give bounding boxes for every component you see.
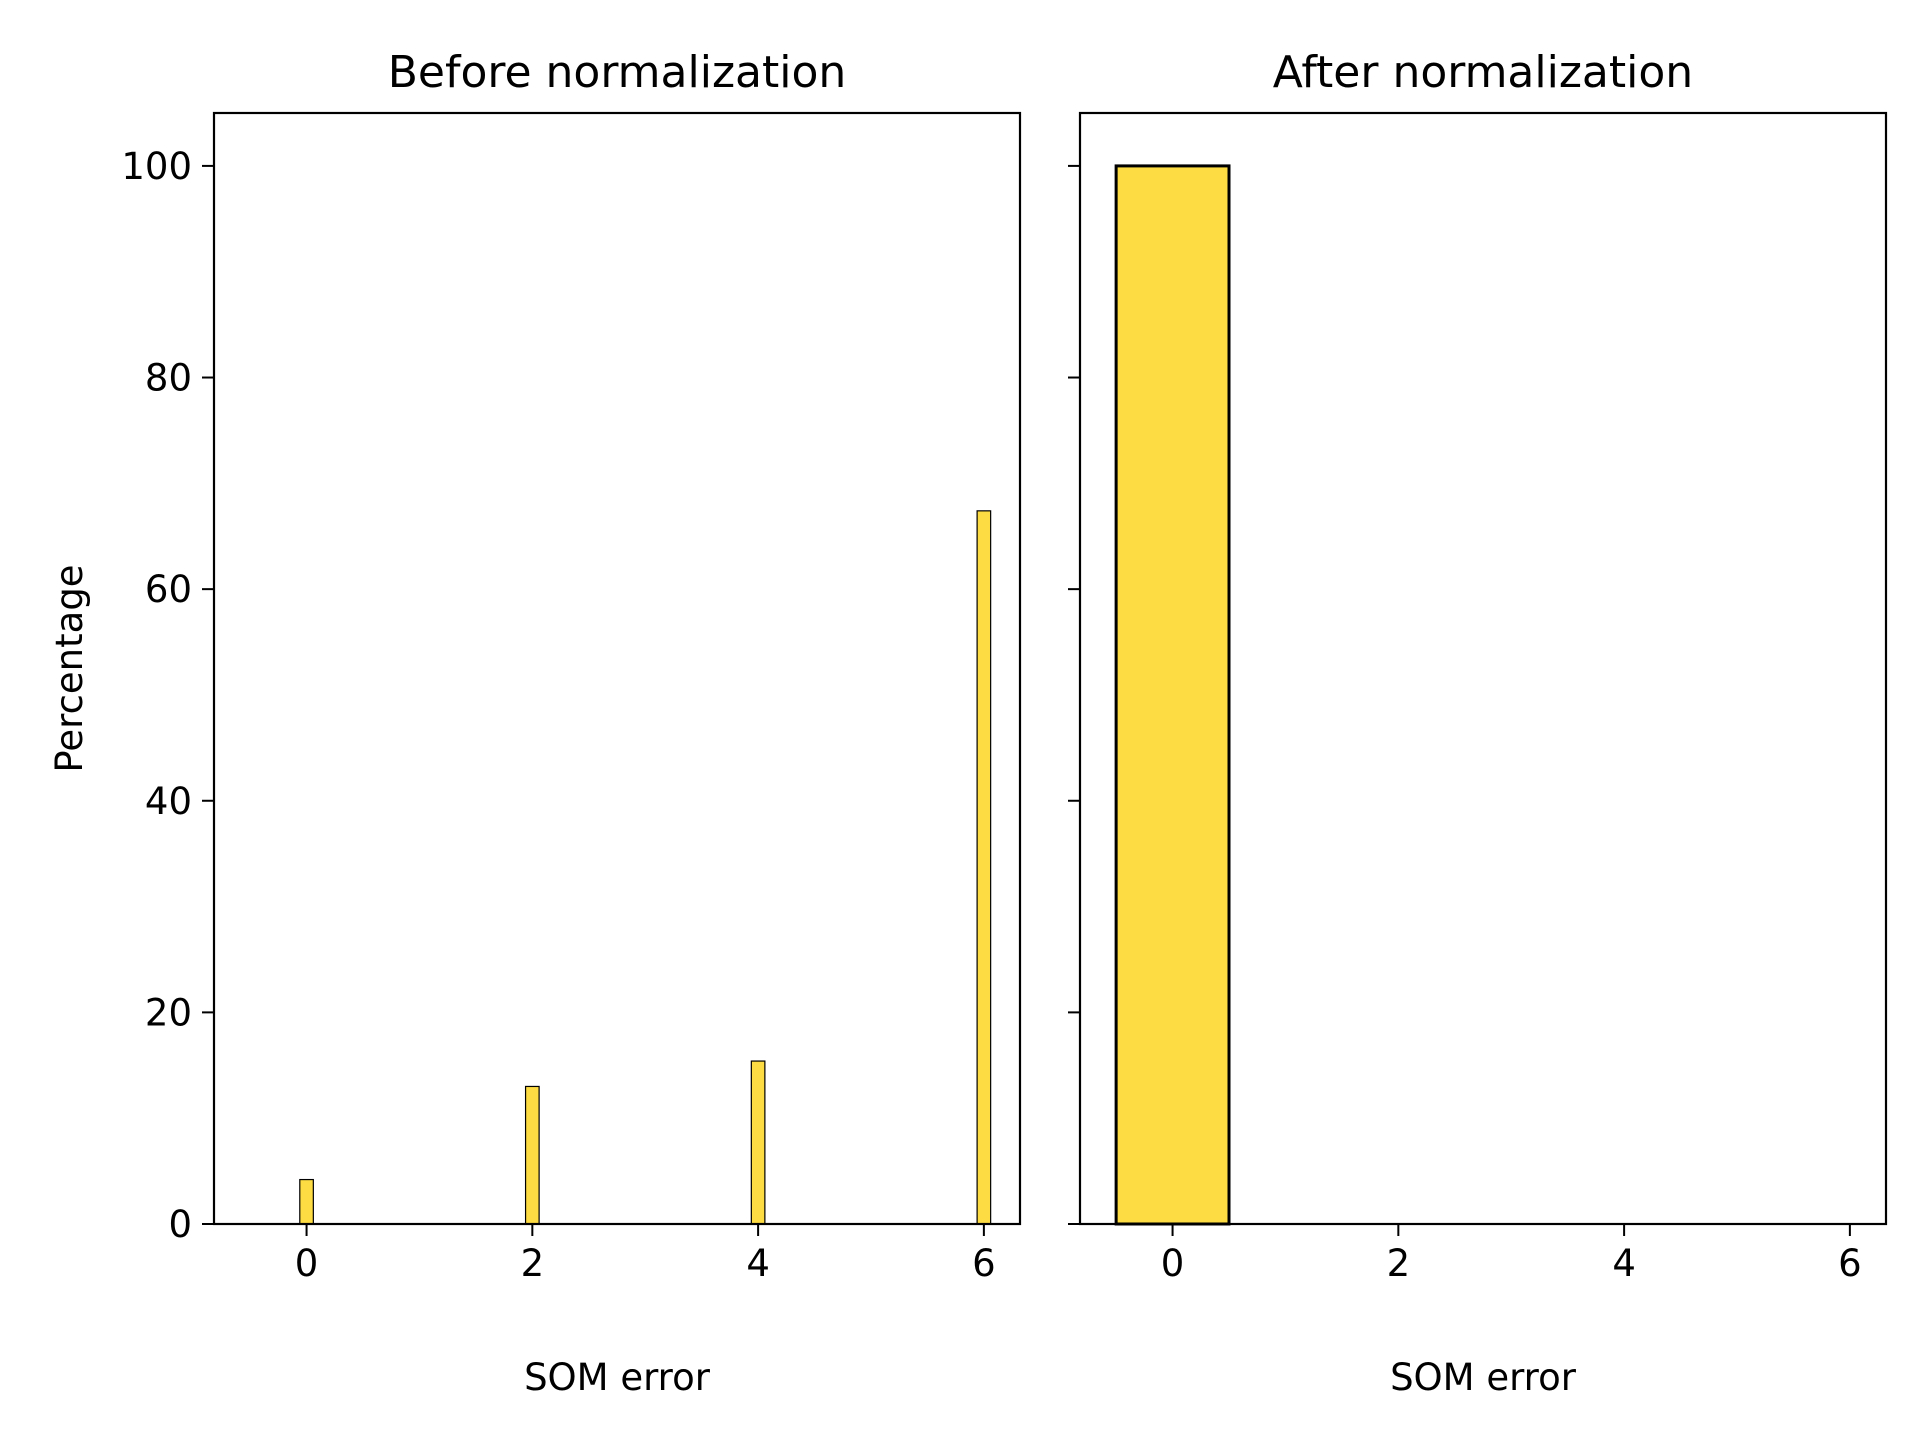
y-tick-label: 0	[168, 1203, 192, 1246]
x-tick-label: 2	[1387, 1242, 1411, 1285]
x-tick-label: 0	[1161, 1242, 1185, 1285]
bar-4	[750, 1060, 766, 1225]
bar-0	[299, 1178, 314, 1225]
y-tick-label: 20	[145, 991, 192, 1034]
x-tick-label: 2	[521, 1242, 545, 1285]
axes-frame	[212, 111, 1022, 1226]
x-axis-label: SOM error	[524, 1356, 711, 1399]
x-axis-label: SOM error	[1390, 1356, 1577, 1399]
x-tick-label: 6	[972, 1242, 996, 1285]
bar-2	[524, 1085, 540, 1225]
x-tick-label: 4	[746, 1242, 770, 1285]
y-tick-label: 40	[145, 780, 192, 823]
panel-after-normalization: 0 2 4 6 After normalization SOM error	[1068, 47, 1888, 1399]
x-tick-label: 0	[295, 1242, 319, 1285]
chart-title: After normalization	[1273, 47, 1693, 98]
chart-title: Before normalization	[388, 47, 847, 98]
x-tick-label: 4	[1612, 1242, 1636, 1285]
bar-0	[1114, 164, 1231, 1226]
x-tick-label: 6	[1838, 1242, 1862, 1285]
y-tick-label: 80	[145, 357, 192, 400]
axes-frame	[1078, 111, 1888, 1226]
y-tick-label: 60	[145, 568, 192, 611]
y-axis-label: Percentage	[48, 564, 91, 772]
bar-6	[976, 510, 992, 1225]
y-tick-label: 100	[121, 145, 192, 188]
